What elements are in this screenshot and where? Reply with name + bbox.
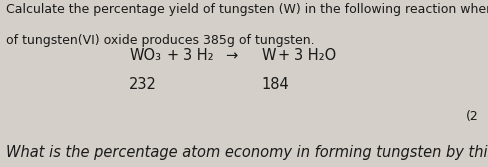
Text: 3 H₂: 3 H₂ xyxy=(183,48,214,63)
Text: What is the percentage atom economy in forming tungsten by this reaction?: What is the percentage atom economy in f… xyxy=(6,145,488,160)
Text: →: → xyxy=(225,48,238,63)
Text: (2: (2 xyxy=(466,110,478,123)
Text: W: W xyxy=(261,48,276,63)
Text: Calculate the percentage yield of tungsten (W) in the following reaction where 5: Calculate the percentage yield of tungst… xyxy=(6,3,488,16)
Text: +: + xyxy=(167,48,179,63)
Text: 184: 184 xyxy=(261,77,289,92)
Text: of tungsten(VI) oxide produces 385g of tungsten.: of tungsten(VI) oxide produces 385g of t… xyxy=(6,34,314,47)
Text: WO₃: WO₃ xyxy=(129,48,162,63)
Text: 232: 232 xyxy=(129,77,157,92)
Text: +: + xyxy=(277,48,289,63)
Text: 3 H₂O: 3 H₂O xyxy=(294,48,336,63)
